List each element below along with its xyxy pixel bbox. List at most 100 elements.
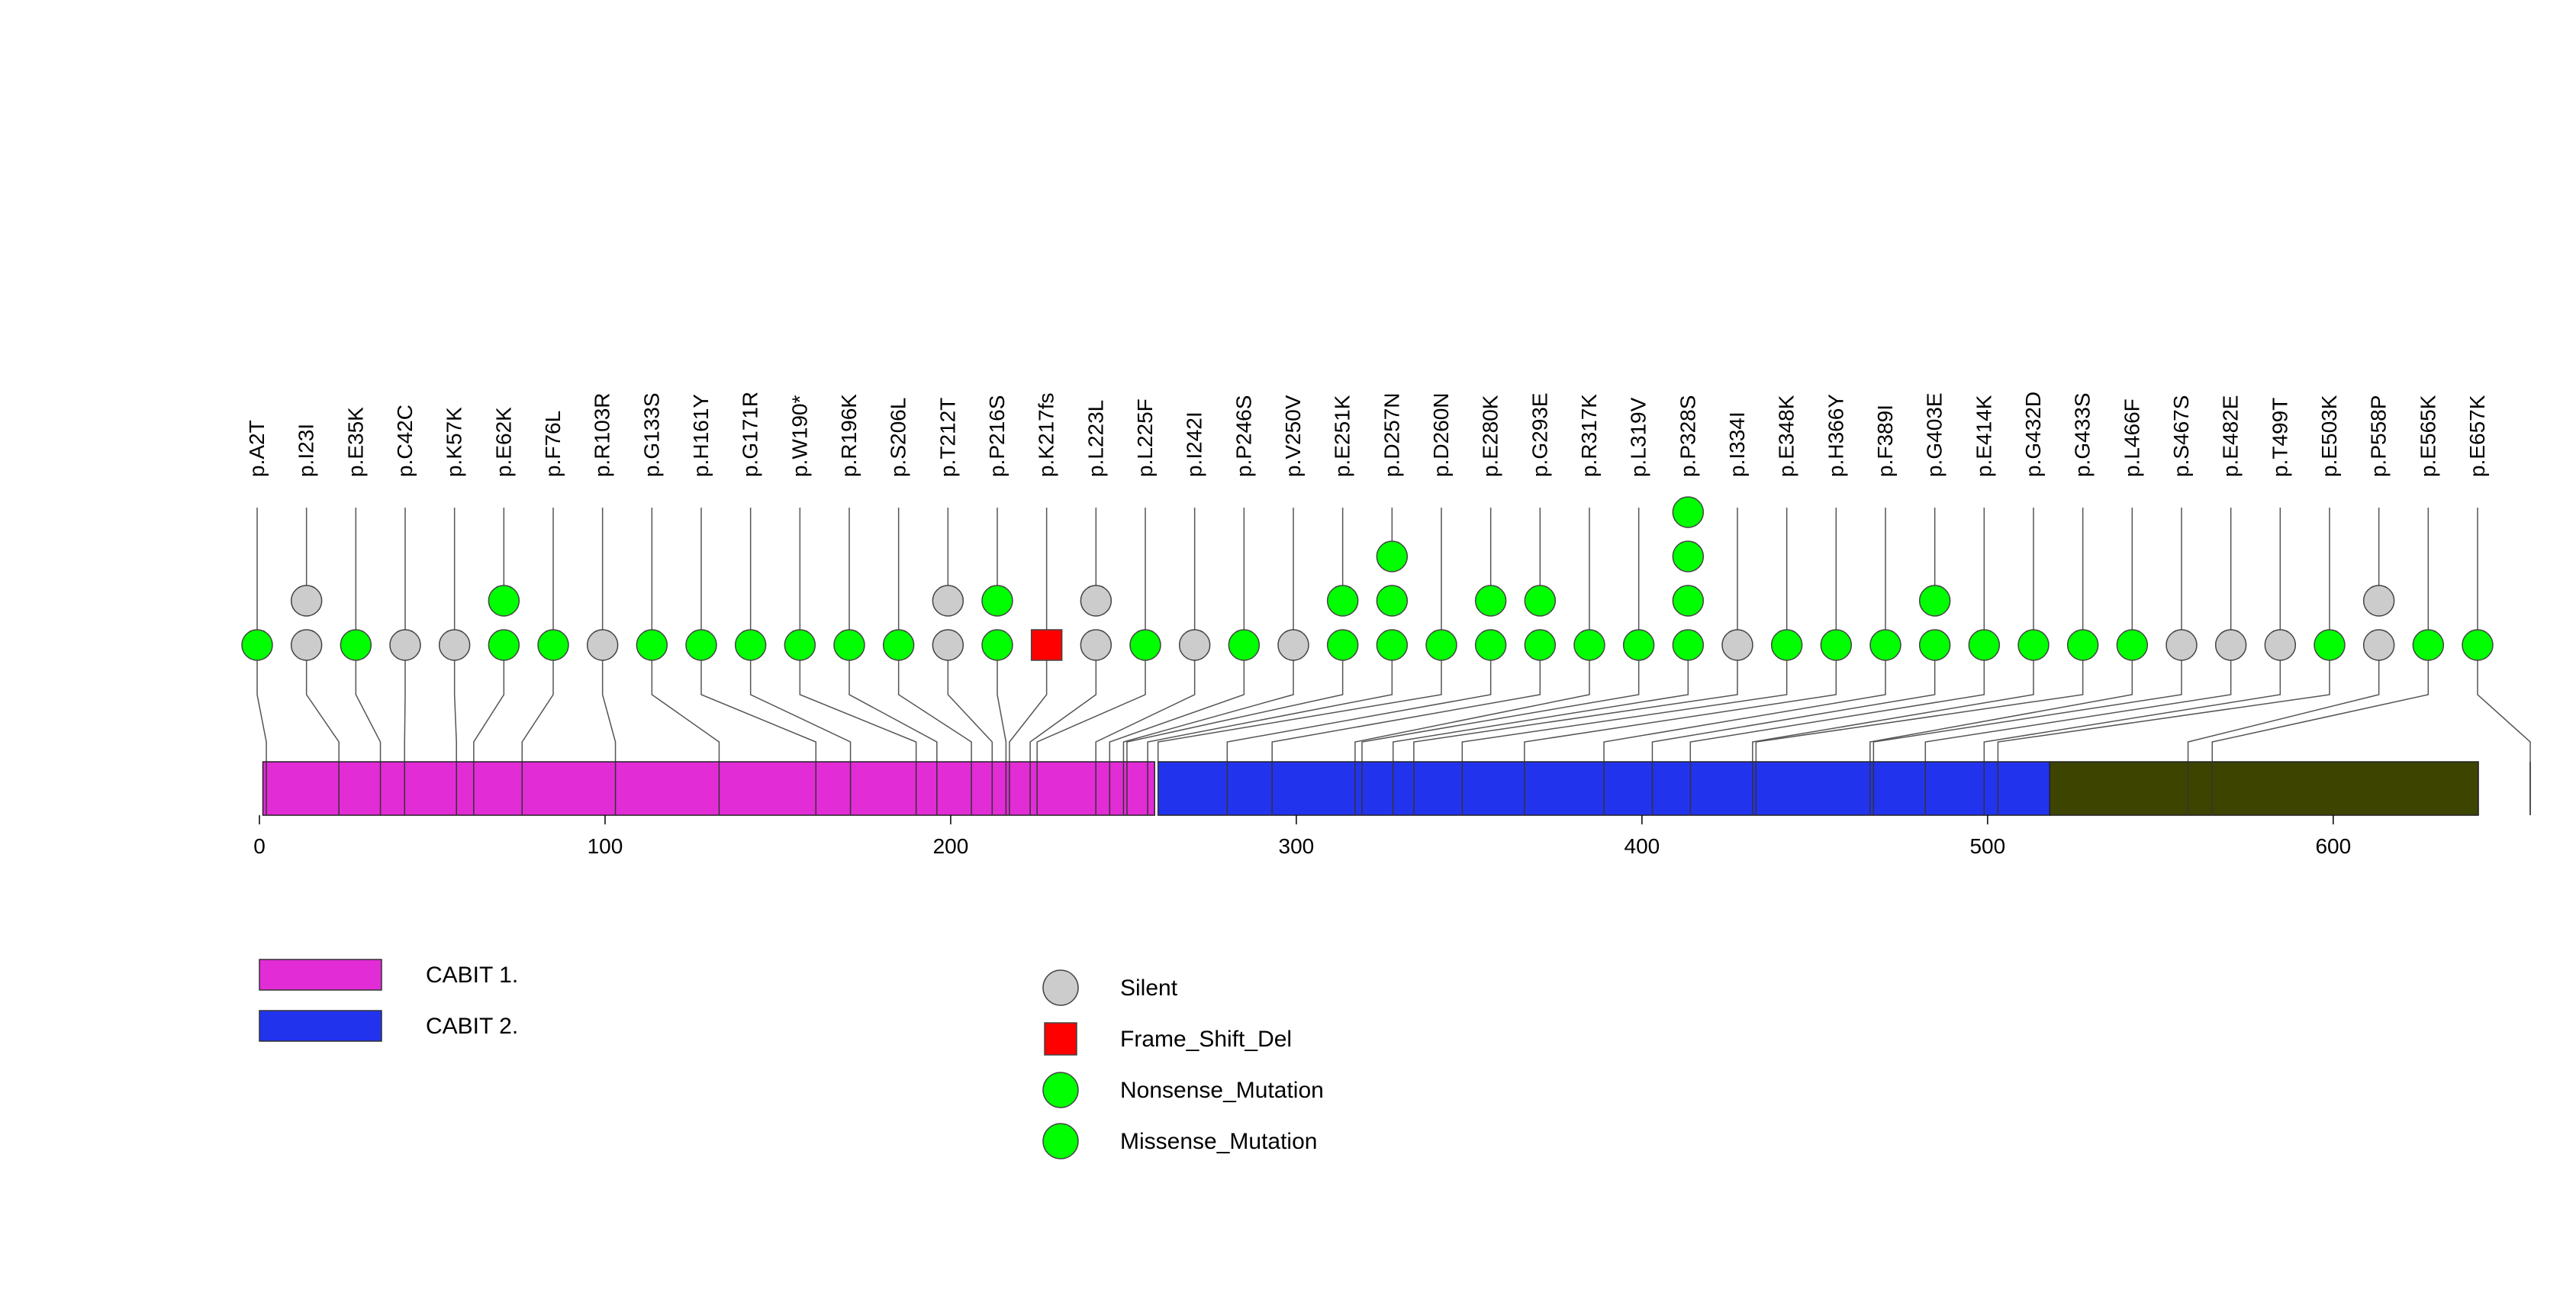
mutation-label: p.P216S — [985, 395, 1009, 477]
missense-marker — [1326, 629, 1359, 661]
mutation-label: p.K57K — [443, 407, 466, 477]
missense-marker — [734, 629, 767, 661]
mutation-label: p.V250V — [1281, 395, 1305, 477]
legend-domain-label: CABIT 1. — [426, 963, 518, 988]
missense-marker — [1672, 585, 1705, 617]
mutation-label: p.H161Y — [689, 394, 713, 477]
legend-type-marker — [1042, 1072, 1079, 1108]
missense-marker — [1672, 540, 1705, 572]
missense-marker — [1228, 629, 1261, 661]
missense-marker — [1474, 629, 1507, 661]
frameshift-marker — [1030, 629, 1063, 661]
missense-marker — [488, 629, 520, 661]
mutation-labels: p.A2T p.I23I p.E35K p.C42C p.K57K p.E62K p.F76… — [245, 392, 2489, 477]
mutation-label: p.E251K — [1331, 395, 1354, 477]
silent-marker — [1178, 629, 1211, 661]
silent-marker — [1080, 585, 1113, 617]
silent-marker — [586, 629, 619, 661]
mutation-label: p.I334I — [1725, 411, 1749, 477]
axis-tick-label: 600 — [2315, 834, 2351, 858]
missense-marker — [1918, 629, 1951, 661]
axis-tick-label: 500 — [1969, 834, 2005, 858]
mutation-label: p.F389I — [1873, 405, 1897, 477]
missense-marker — [1524, 585, 1557, 617]
mutation-label: p.P558P — [2367, 395, 2391, 477]
protein-track — [262, 761, 2531, 816]
silent-marker — [1721, 629, 1753, 661]
mutation-label: p.T499T — [2268, 398, 2291, 477]
silent-marker — [1277, 629, 1309, 661]
missense-marker — [241, 629, 273, 661]
connector-line — [2477, 645, 2531, 815]
silent-marker — [2165, 629, 2198, 661]
mutation-label: p.K217fs — [1035, 392, 1058, 477]
missense-marker — [1524, 629, 1557, 661]
missense-marker — [981, 629, 1013, 661]
missense-marker — [2066, 629, 2099, 661]
missense-marker — [1376, 585, 1409, 617]
mutation-label: p.P246S — [1232, 395, 1255, 477]
silent-marker — [389, 629, 421, 661]
legend-domain-swatch — [259, 1010, 382, 1042]
lollipop-stems — [256, 508, 2478, 645]
mutation-label: p.E348K — [1775, 395, 1798, 477]
mutation-label: p.I242I — [1183, 411, 1206, 477]
missense-marker — [1820, 629, 1853, 661]
missense-marker — [1326, 585, 1359, 617]
missense-marker — [1376, 629, 1409, 661]
mutation-label: p.E565K — [2416, 395, 2439, 477]
missense-marker — [1968, 629, 2001, 661]
missense-marker — [1869, 629, 1901, 661]
missense-marker — [1129, 629, 1161, 661]
axis-tick-label: 0 — [253, 834, 266, 858]
missense-marker — [636, 629, 668, 661]
mutation-label: p.G133S — [639, 392, 663, 477]
missense-marker — [1573, 629, 1605, 661]
missense-marker — [2116, 629, 2149, 661]
missense-marker — [833, 629, 865, 661]
missense-marker — [882, 629, 915, 661]
mutation-label: p.C42C — [393, 405, 417, 477]
silent-marker — [932, 585, 964, 617]
mutation-label: p.F76L — [541, 411, 565, 477]
missense-marker — [784, 629, 816, 661]
mutation-label: p.G433S — [2071, 392, 2095, 477]
mutation-label: p.T212T — [935, 398, 959, 477]
silent-marker — [290, 585, 323, 617]
legend-type-label: Nonsense_Mutation — [1120, 1078, 1324, 1103]
mutation-label: p.L225F — [1133, 398, 1157, 477]
mutation-label: p.G171R — [739, 392, 762, 477]
domain-region — [262, 761, 1155, 816]
missense-marker — [1425, 629, 1457, 661]
mutation-label: p.E657K — [2465, 395, 2489, 477]
mutation-label: p.G403E — [1923, 392, 1946, 477]
mutation-label: p.G293E — [1528, 392, 1551, 477]
missense-marker — [1672, 496, 1705, 528]
mutation-label: p.R317K — [1577, 394, 1601, 477]
domain-region — [2049, 761, 2479, 816]
mutation-label: p.E280K — [1479, 395, 1502, 477]
legend-domain-label: CABIT 2. — [426, 1014, 518, 1039]
axis-tick-label: 200 — [933, 834, 969, 858]
legend-frameshift-marker — [1044, 1022, 1077, 1056]
mutation-label: p.E503K — [2317, 395, 2341, 477]
missense-marker — [1918, 585, 1951, 617]
missense-marker — [2017, 629, 2050, 661]
mutation-label: p.P328S — [1676, 395, 1699, 477]
silent-marker — [2264, 629, 2297, 661]
silent-marker — [1080, 629, 1113, 661]
silent-marker — [2214, 629, 2247, 661]
missense-marker — [981, 585, 1013, 617]
legend-domain-swatch — [259, 959, 382, 991]
mutation-label: p.S206L — [887, 398, 910, 477]
silent-marker — [2362, 585, 2395, 617]
mutation-label: p.I23I — [295, 424, 318, 477]
missense-marker — [1474, 585, 1507, 617]
missense-marker — [1622, 629, 1655, 661]
silent-marker — [438, 629, 471, 661]
mutation-label: p.R196K — [837, 394, 861, 477]
missense-marker — [2314, 629, 2346, 661]
missense-marker — [2412, 629, 2445, 661]
mutation-label: p.A2T — [245, 420, 269, 477]
